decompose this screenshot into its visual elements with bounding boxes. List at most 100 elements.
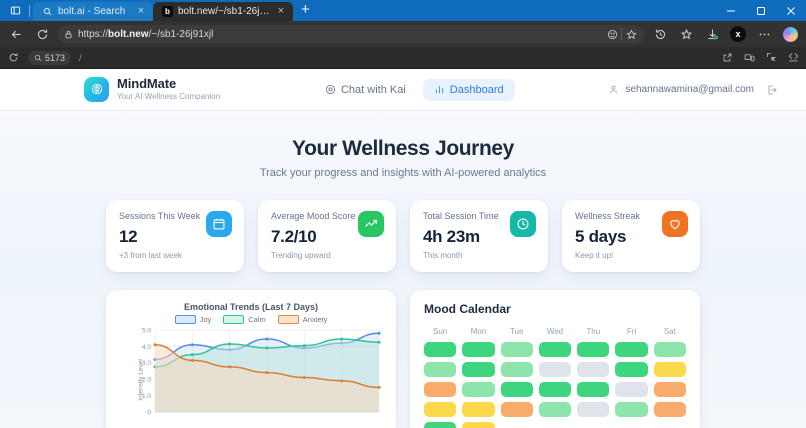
calendar-cell-great[interactable]	[577, 381, 610, 397]
calendar-cell-low[interactable]	[424, 401, 457, 417]
calendar-cell-good[interactable]	[615, 401, 648, 417]
calendar-cell-low[interactable]	[653, 361, 686, 377]
legend-item-anxiety[interactable]: Anxiety	[277, 314, 327, 324]
maximize-button[interactable]	[746, 0, 776, 21]
calendar-cell-great[interactable]	[462, 341, 495, 357]
stat-label: Average Mood Score	[271, 211, 356, 221]
legend-item-joy[interactable]: Joy	[174, 314, 211, 324]
mindmate-dashboard-page: MindMate Your AI Wellness Companion Chat…	[0, 69, 806, 428]
calendar-cell-bad[interactable]	[424, 381, 457, 397]
calendar-cell-great[interactable]	[538, 381, 572, 397]
calendar-cell-good[interactable]	[462, 381, 495, 397]
stat-card-wellness-streak[interactable]: Wellness Streak 5 days Keep it up!	[562, 200, 700, 272]
calendar-cell-great[interactable]	[424, 341, 457, 357]
emotional-trends-chart[interactable]: 0 1.0 2.0 3.0 4.0 5.0	[133, 326, 383, 424]
search-icon	[34, 54, 42, 61]
calendar-dow-label: Sun	[433, 326, 448, 336]
calendar-cell-good[interactable]	[653, 341, 686, 357]
stat-value: 12	[119, 226, 138, 246]
calendar-cell-great[interactable]	[424, 421, 457, 428]
calendar-cell-great[interactable]	[538, 341, 572, 357]
favorite-star-icon[interactable]	[624, 27, 638, 41]
legend-swatch	[277, 314, 299, 324]
port-number: 5173	[45, 52, 66, 63]
nav-item-chat-with-kai[interactable]: Chat with Kai	[314, 79, 417, 101]
tab-close-button[interactable]: ×	[137, 5, 145, 17]
calendar-cell-great[interactable]	[577, 341, 610, 357]
logout-icon[interactable]	[766, 84, 778, 96]
calendar-dow-label: Sat	[663, 326, 676, 336]
stat-label: Wellness Streak	[575, 211, 640, 221]
nav-label: Chat with Kai	[340, 83, 406, 96]
device-toggle-icon[interactable]	[743, 51, 756, 64]
stat-card-sessions-this-week[interactable]: Sessions This Week 12 +3 from last week	[106, 200, 244, 272]
minimize-button[interactable]	[716, 0, 746, 21]
inspect-icon[interactable]	[765, 51, 778, 64]
titlebar-divider	[29, 4, 30, 17]
calendar-cell-good[interactable]	[424, 361, 457, 377]
calendar-cell-great[interactable]	[615, 341, 648, 357]
close-window-button[interactable]	[776, 0, 806, 21]
tab-title: bolt.new/~/sb1-26j91xjl	[178, 6, 270, 17]
port-pill[interactable]: 5173	[28, 50, 72, 65]
omnibox-divider	[621, 28, 622, 40]
more-options-icon[interactable]	[754, 24, 774, 44]
reload-icon[interactable]	[32, 24, 52, 44]
copilot-icon[interactable]	[780, 24, 800, 44]
back-icon[interactable]	[6, 24, 26, 44]
page-subtitle: Track your progress and insights with AI…	[259, 167, 547, 179]
downloads-icon[interactable]	[702, 24, 722, 44]
brand[interactable]: MindMate Your AI Wellness Companion	[84, 76, 220, 102]
calendar-cell-good[interactable]	[500, 361, 533, 377]
nav-item-dashboard[interactable]: Dashboard	[422, 78, 515, 101]
collections-icon[interactable]	[676, 24, 696, 44]
tab-title: bolt.ai - Search	[58, 6, 126, 17]
address-bar[interactable]: https://bolt.new/~/sb1-26j91xjl	[58, 24, 644, 44]
calendar-cell-bad[interactable]	[653, 381, 686, 397]
browser-titlebar: bolt.ai - Search × b bolt.new/~/sb1-26j9…	[0, 0, 806, 21]
calendar-cell-neutral[interactable]	[538, 361, 572, 377]
stat-card-total-session-time[interactable]: Total Session Time 4h 23m This month	[410, 200, 548, 272]
clock-icon	[510, 211, 536, 237]
chart-icon	[434, 84, 445, 95]
calendar-cell-empty	[539, 422, 571, 428]
user-chip[interactable]: sehannawamina@gmail.com	[608, 84, 754, 95]
calendar-cells	[424, 341, 686, 428]
tab-close-button[interactable]: ×	[277, 5, 285, 17]
omnibox-actions	[605, 27, 638, 41]
calendar-cell-bad[interactable]	[653, 401, 686, 417]
chart-plot-area: Intensity Level 01.02.03.04.05.0 Jun 25J…	[122, 326, 382, 428]
calendar-cell-bad[interactable]	[500, 401, 533, 417]
stat-value: 4h 23m	[423, 226, 480, 246]
calendar-cell-neutral[interactable]	[577, 361, 610, 377]
calendar-cell-great[interactable]	[615, 361, 648, 377]
extension-badge-icon[interactable]: x	[728, 24, 748, 44]
subbar-reload-icon[interactable]	[6, 51, 20, 65]
history-icon[interactable]	[650, 24, 670, 44]
browser-tab-1[interactable]: bolt.ai - Search ×	[33, 2, 153, 21]
stat-card-average-mood-score[interactable]: Average Mood Score 7.2/10 Trending upwar…	[258, 200, 396, 272]
address-bar-url: https://bolt.new/~/sb1-26j91xjl	[78, 28, 214, 40]
svg-text:2.0: 2.0	[142, 376, 151, 383]
stat-sub: This month	[423, 250, 463, 260]
header-right: sehannawamina@gmail.com	[608, 84, 778, 96]
calendar-cell-neutral[interactable]	[577, 401, 610, 417]
legend-swatch	[223, 314, 245, 324]
calendar-cell-neutral[interactable]	[615, 381, 648, 397]
calendar-cell-great[interactable]	[462, 361, 495, 377]
emoji-smiley-icon[interactable]	[605, 27, 619, 41]
calendar-cell-good[interactable]	[538, 401, 572, 417]
calendar-cell-great[interactable]	[500, 381, 533, 397]
tab-manager-icon[interactable]	[4, 0, 26, 21]
calendar-cell-low[interactable]	[462, 421, 495, 428]
chart-legend: Joy Calm Anxiety	[120, 314, 382, 324]
panel-title: Mood Calendar	[424, 301, 511, 316]
calendar-cell-low[interactable]	[462, 401, 495, 417]
new-tab-button[interactable]: +	[301, 1, 310, 18]
legend-item-calm[interactable]: Calm	[223, 314, 266, 324]
browser-tab-2[interactable]: b bolt.new/~/sb1-26j91xjl ×	[153, 2, 293, 21]
open-external-icon[interactable]	[721, 51, 734, 64]
calendar-dow-label: Thu	[586, 326, 601, 336]
calendar-cell-good[interactable]	[500, 341, 533, 357]
fullscreen-icon[interactable]	[787, 51, 800, 64]
